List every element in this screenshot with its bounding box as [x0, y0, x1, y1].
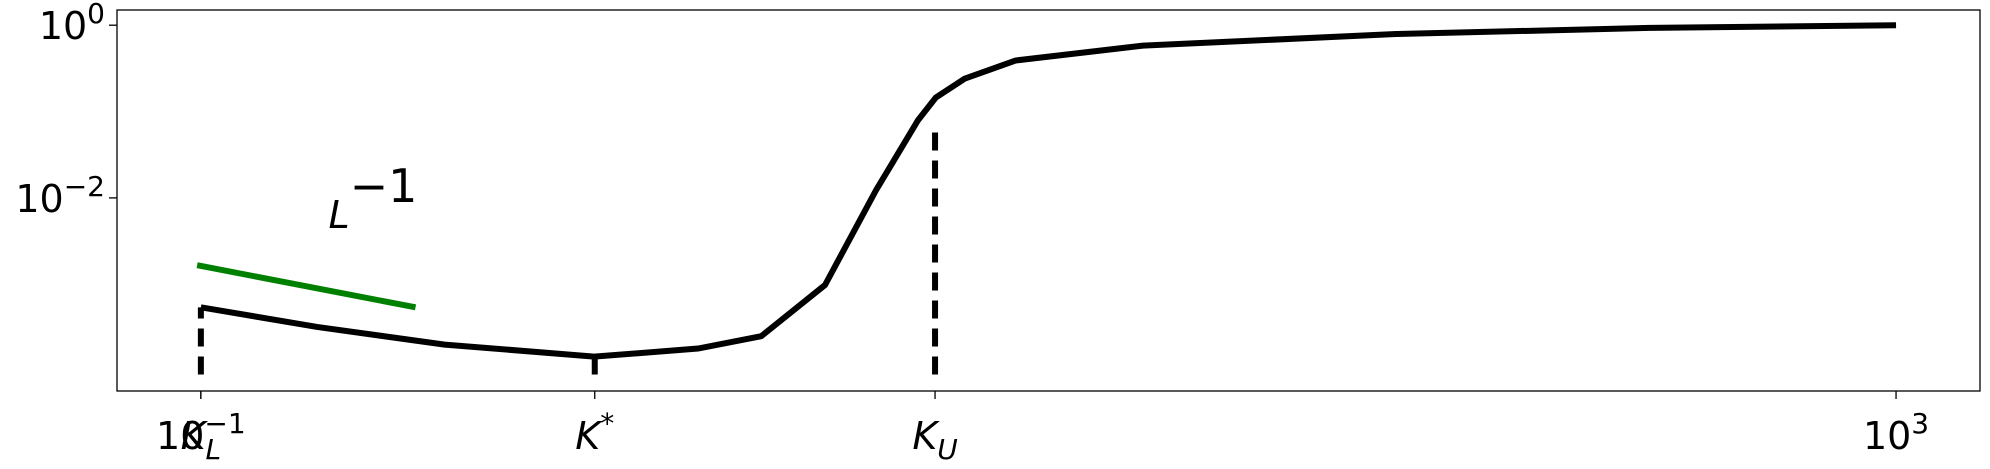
label-base: K	[575, 414, 603, 458]
tick-label: 103	[1863, 407, 1929, 458]
annotation-exponent: −1	[350, 159, 418, 213]
series-line	[200, 22, 1897, 360]
annotation: L−1	[328, 159, 417, 237]
tick-label: KU	[912, 414, 957, 466]
label-subscript: L	[206, 433, 222, 466]
label-exponent: −1	[204, 407, 245, 440]
label-base: 10	[39, 4, 87, 48]
tick-label: K*	[575, 407, 614, 458]
label-exponent: *	[600, 407, 614, 440]
label-base: 10	[15, 177, 63, 221]
tick-label: 10−1	[156, 407, 246, 458]
tick-label: KL	[181, 414, 222, 466]
tick-label: 10−2	[15, 170, 105, 221]
label-exponent: 3	[1911, 407, 1929, 440]
label-base: K	[181, 414, 209, 458]
label-subscript: U	[937, 433, 958, 466]
label-base: 10	[156, 414, 204, 458]
tick-label: 100	[39, 0, 105, 48]
annotation-base: L	[328, 193, 349, 237]
label-base: 10	[1863, 414, 1911, 458]
label-base: K	[912, 414, 940, 458]
label-exponent: −2	[64, 170, 105, 203]
plot-frame	[116, 9, 1981, 392]
label-exponent: 0	[87, 0, 105, 30]
series-line	[196, 262, 417, 311]
